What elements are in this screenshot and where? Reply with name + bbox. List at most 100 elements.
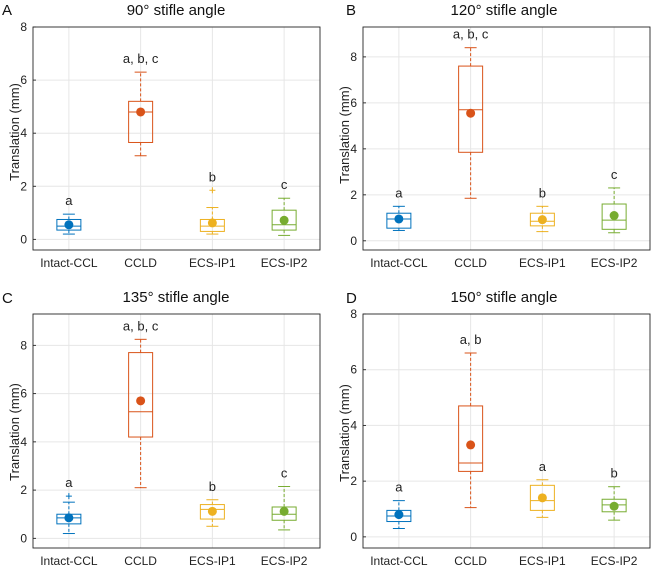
mean-dot [279,506,289,516]
significance-label: b [611,466,618,481]
significance-label: c [281,465,288,480]
x-tick-label: Intact-CCL [40,554,98,568]
y-axis: 0 2 4 6 8 [20,338,36,545]
y-tick-label: 0 [20,531,27,545]
box-intact-ccl: a Intact-CCL [40,475,98,568]
significance-label: c [281,177,288,192]
axes-frame [32,313,321,549]
x-tick-label: ECS-IP2 [261,554,308,568]
y-tick-label: 4 [350,418,357,432]
y-axis-label: Translation (mm) [337,86,352,184]
box-ecs-ip1: b ECS-IP1 [189,169,236,270]
significance-label: a [395,185,403,200]
x-tick-label: ECS-IP2 [591,554,638,568]
box-iqr [601,203,627,230]
box-iqr [529,212,555,227]
mean-dot [64,220,74,230]
box-intact-ccl: a Intact-CCL [370,480,428,568]
y-tick-label: 6 [20,73,27,87]
box-ecs-ip2: c ECS-IP2 [261,465,308,568]
y-tick-label: 6 [350,96,357,110]
significance-label: a, b, c [123,318,159,333]
y-axis: 0 2 4 6 8 [20,20,36,246]
significance-label: a [65,193,73,208]
y-axis: 0 2 4 6 8 [350,50,366,248]
mean-dot [394,214,404,224]
box-iqr [128,100,154,143]
mean-dot [466,108,476,118]
mean-dot [207,506,217,516]
box-ecs-ip1: b ECS-IP1 [519,185,566,270]
x-tick-label: CCLD [454,256,487,270]
grid [33,26,320,250]
box-iqr [458,65,484,153]
y-tick-label: 6 [20,387,27,401]
box-iqr [386,212,412,229]
significance-label: b [539,185,546,200]
x-tick-label: Intact-CCL [370,256,428,270]
y-tick-label: 8 [20,20,27,34]
y-tick-label: 4 [350,142,357,156]
y-tick-label: 0 [350,234,357,248]
mean-dot [207,218,217,228]
mean-dot [466,440,476,450]
x-tick-label: ECS-IP1 [189,256,236,270]
box-ccld: a, b, c CCLD [123,318,159,568]
box-iqr [529,484,555,511]
panel-d: D 150° stifle angle Translation (mm) 0 2 4… [337,289,651,568]
box-iqr [56,218,82,231]
panel-label: D [346,290,357,307]
significance-label: a [65,475,73,490]
box-iqr [458,405,484,472]
y-tick-label: 2 [20,483,27,497]
mean-dot [136,396,146,406]
x-tick-label: Intact-CCL [40,256,98,270]
y-tick-label: 4 [20,126,27,140]
y-axis-label: Translation (mm) [7,383,22,481]
mean-dot [279,215,289,225]
mean-dot [537,215,547,225]
significance-label: b [209,479,216,494]
y-axis-label: Translation (mm) [7,83,22,181]
box-ccld: a, b, c CCLD [123,51,159,270]
box-ecs-ip1: b ECS-IP1 [189,479,236,568]
mean-dot [609,501,619,511]
box-iqr [199,504,225,520]
y-tick-label: 2 [20,179,27,193]
panel-b: B 120° stifle angle Translation (mm) 0 2 4… [337,2,651,270]
mean-dot [609,211,619,221]
grid [363,313,650,548]
y-axis-label: Translation (mm) [337,384,352,482]
y-tick-label: 0 [350,530,357,544]
significance-label: c [611,167,618,182]
grid [363,27,650,250]
mean-dot [64,513,74,523]
significance-label: b [209,169,216,184]
box-ccld: a, b CCLD [454,332,487,568]
panel-title: 120° stifle angle [451,2,558,19]
mean-dot [136,107,146,117]
mean-dot [394,510,404,520]
y-tick-label: 6 [350,363,357,377]
significance-label: a, b, c [453,27,489,42]
significance-label: a, b, c [123,51,159,66]
y-tick-label: 8 [20,338,27,352]
x-tick-label: Intact-CCL [370,554,428,568]
x-tick-label: CCLD [124,256,157,270]
x-tick-label: ECS-IP2 [591,256,638,270]
mean-dot [537,493,547,503]
x-tick-label: ECS-IP1 [189,554,236,568]
panel-title: 135° stifle angle [123,289,230,306]
box-ecs-ip2: c ECS-IP2 [591,167,638,270]
box-ecs-ip2: c ECS-IP2 [261,177,308,270]
y-tick-label: 2 [350,474,357,488]
y-tick-label: 4 [20,435,27,449]
x-tick-label: ECS-IP2 [261,256,308,270]
panel-c: C 135° stifle angle Translation (mm) 0 2 4… [2,289,321,568]
panel-label: A [2,2,12,19]
box-ecs-ip2: b ECS-IP2 [591,466,638,568]
box-iqr [601,498,627,513]
y-tick-label: 0 [20,232,27,246]
grid [33,314,320,548]
